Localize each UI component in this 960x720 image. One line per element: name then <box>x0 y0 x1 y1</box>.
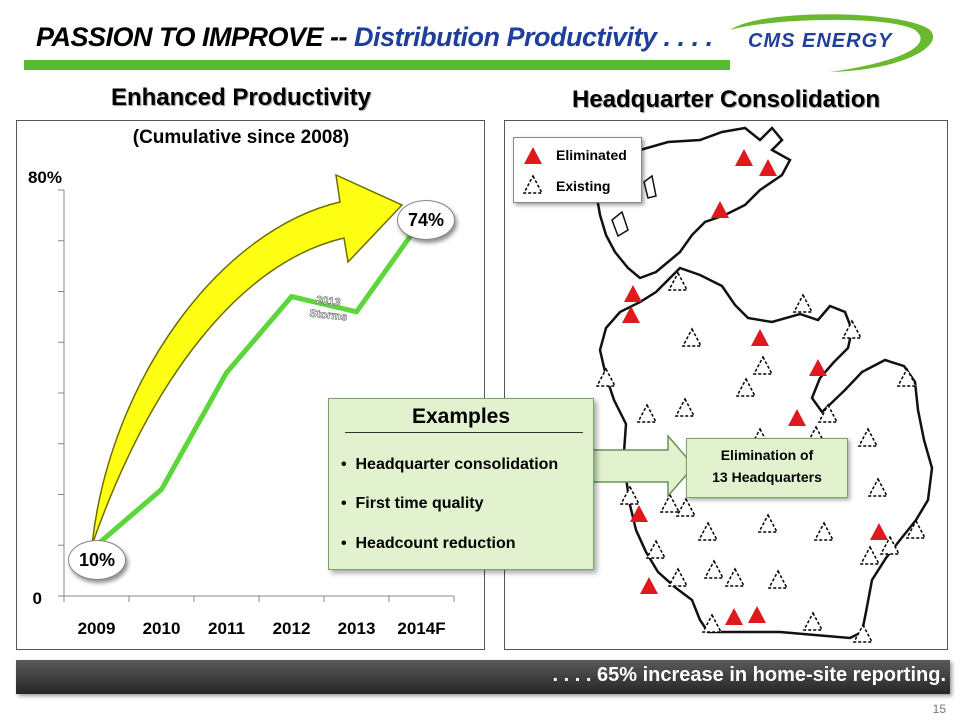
examples-divider <box>345 432 583 433</box>
elimination-callout: Elimination of 13 Headquarters <box>686 438 848 498</box>
callout-line-1: Elimination of <box>687 447 847 463</box>
examples-box: Examples • Headquarter consolidation • F… <box>328 398 594 570</box>
list-item: • Headquarter consolidation <box>341 456 558 474</box>
list-item: • First time quality <box>341 495 484 513</box>
list-item: • Headcount reduction <box>341 535 516 553</box>
page-number: 15 <box>933 702 946 716</box>
bottom-banner-text: . . . . 65% increase in home-site report… <box>553 664 946 687</box>
examples-title: Examples <box>329 405 593 429</box>
callout-line-2: 13 Headquarters <box>687 469 847 485</box>
bottom-banner: . . . . 65% increase in home-site report… <box>16 660 950 694</box>
